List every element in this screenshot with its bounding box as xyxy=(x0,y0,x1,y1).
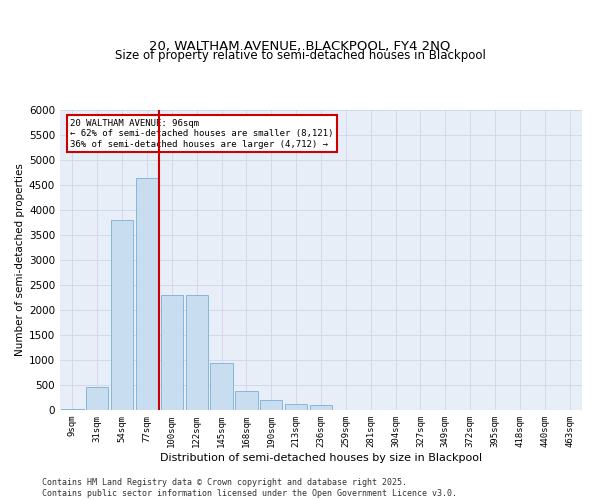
Text: Contains HM Land Registry data © Crown copyright and database right 2025.
Contai: Contains HM Land Registry data © Crown c… xyxy=(42,478,457,498)
Bar xyxy=(260,400,283,410)
Bar xyxy=(285,404,307,410)
Text: Size of property relative to semi-detached houses in Blackpool: Size of property relative to semi-detach… xyxy=(115,50,485,62)
Bar xyxy=(211,362,233,410)
Bar xyxy=(86,387,109,410)
Bar xyxy=(111,220,133,410)
Text: 20, WALTHAM AVENUE, BLACKPOOL, FY4 2NQ: 20, WALTHAM AVENUE, BLACKPOOL, FY4 2NQ xyxy=(149,40,451,52)
X-axis label: Distribution of semi-detached houses by size in Blackpool: Distribution of semi-detached houses by … xyxy=(160,452,482,462)
Bar xyxy=(185,295,208,410)
Bar xyxy=(61,408,83,410)
Y-axis label: Number of semi-detached properties: Number of semi-detached properties xyxy=(15,164,25,356)
Text: 20 WALTHAM AVENUE: 96sqm
← 62% of semi-detached houses are smaller (8,121)
36% o: 20 WALTHAM AVENUE: 96sqm ← 62% of semi-d… xyxy=(70,119,334,149)
Bar xyxy=(235,391,257,410)
Bar xyxy=(161,295,183,410)
Bar xyxy=(310,405,332,410)
Bar xyxy=(136,178,158,410)
